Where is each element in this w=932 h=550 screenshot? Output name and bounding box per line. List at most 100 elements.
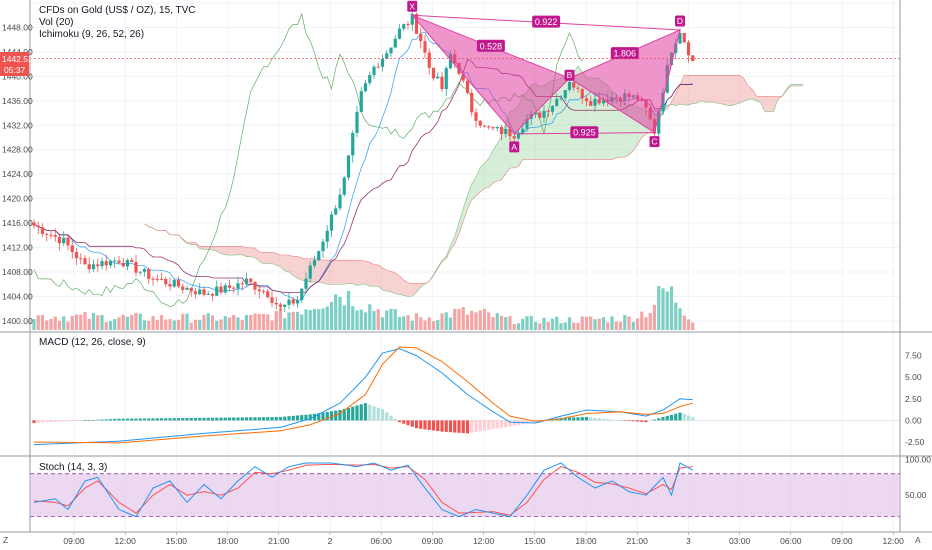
kumo-cloud-segment: [624, 103, 629, 158]
candle-body: [444, 68, 448, 90]
macd-histogram-bar: [414, 420, 419, 429]
kumo-cloud-segment: [586, 77, 591, 160]
ratio-xab-box: [476, 39, 505, 52]
candle-body: [66, 237, 70, 246]
candle-body: [661, 92, 665, 112]
candle-body: [461, 73, 465, 81]
macd-histogram-bar: [142, 418, 147, 421]
candle-body: [185, 287, 189, 290]
volume-bar: [74, 314, 79, 330]
kumo-cloud-segment: [794, 84, 799, 86]
legend-symbol: CFDs on Gold (US$ / OZ), 15, TVC: [39, 5, 196, 16]
volume-bar: [665, 291, 669, 330]
kumo-cloud-segment: [378, 264, 383, 291]
volume-bar: [185, 313, 189, 330]
kumo-cloud-segment: [357, 260, 362, 286]
candle-body: [550, 106, 555, 112]
volume-bar: [189, 322, 193, 330]
candle-body: [482, 125, 487, 127]
macd-histogram-bar: [283, 416, 287, 421]
time-tick-label: 18:00: [575, 536, 597, 546]
candle-body: [287, 299, 291, 305]
candle-body: [359, 91, 363, 112]
macd-histogram-bar: [623, 420, 627, 422]
ratio-abc-box: [570, 126, 599, 139]
volume-bar: [461, 307, 465, 330]
macd-histogram-bar: [427, 420, 431, 430]
volume-bar: [351, 306, 355, 330]
macd-histogram-bar: [385, 412, 389, 421]
macd-histogram-bar: [584, 416, 589, 421]
volume-bar: [533, 321, 538, 330]
time-axis[interactable]: 09:00 12:00 15:00 18:00 21:00 2 06:00 09:00 12:0…: [63, 532, 904, 546]
macd-histogram-bar: [193, 417, 198, 421]
volume-bar: [223, 316, 227, 330]
macd-histogram-bar: [138, 418, 142, 421]
kumo-cloud-segment: [293, 256, 298, 279]
macd-histogram-bar: [499, 420, 504, 428]
kumo-cloud-segment: [488, 150, 493, 188]
kumo-cloud-segment: [340, 260, 345, 285]
volume-bar: [147, 320, 151, 330]
harmonic-pattern[interactable]: 0.528 0.922 1.806 0.925 X A B C D: [407, 0, 685, 153]
macd-histogram-bar: [312, 413, 317, 421]
macd-histogram-bar: [610, 419, 614, 421]
candle-body: [397, 28, 402, 39]
candle-body: [278, 304, 283, 307]
volume-bar: [410, 320, 414, 330]
volume-bar: [87, 318, 91, 330]
kumo-cloud-segment: [467, 183, 472, 210]
kumo-cloud-segment: [752, 89, 757, 101]
macd-histogram-bar: [325, 411, 329, 421]
kumo-cloud-segment: [191, 242, 196, 245]
macd-histogram-bar: [444, 420, 448, 432]
price-tick-label: 1436.00: [2, 96, 33, 106]
volume-bar: [491, 317, 495, 330]
macd-tick-label: 2.50: [905, 394, 922, 404]
volume-bar: [436, 320, 440, 330]
macd-histogram-bar: [593, 417, 597, 421]
volume-bar: [215, 320, 219, 330]
price-tick-label: 1400.00: [2, 316, 33, 326]
kumo-cloud-segment: [612, 91, 617, 160]
volume-bar: [593, 319, 597, 330]
candle-body: [402, 24, 406, 29]
candle-body: [572, 82, 576, 88]
volume-bar: [635, 318, 640, 330]
volume-bar: [614, 321, 618, 330]
candle-body: [172, 279, 176, 287]
volume-bar: [576, 322, 580, 330]
kumo-cloud-segment: [450, 236, 455, 251]
candle-body: [215, 286, 219, 296]
kumo-cloud-segment: [225, 246, 230, 256]
pattern-point-a-box: [509, 141, 520, 153]
volume-bar: [334, 294, 338, 330]
auto-scale-button[interactable]: A: [915, 535, 921, 545]
macd-histogram-bar: [389, 415, 393, 421]
price-axis[interactable]: 1448.00 1444.00 1440.00 1436.00 1432.00 1428.…: [2, 23, 33, 326]
kumo-cloud-segment: [386, 270, 391, 292]
volume-bar: [130, 314, 134, 330]
macd-histogram-bar: [674, 413, 678, 421]
candle-body: [291, 299, 295, 304]
macd-histogram-bar: [691, 416, 695, 421]
candle-body: [368, 75, 372, 84]
timezone-button[interactable]: Z: [3, 535, 8, 545]
stoch-tick-label: 50.00: [905, 490, 927, 500]
volume-bar: [559, 323, 563, 330]
volume-bar: [155, 319, 159, 330]
candle-body: [470, 92, 474, 113]
volume-bar: [287, 312, 291, 330]
candle-body: [321, 241, 325, 252]
macd-histogram-bar: [682, 414, 686, 421]
kumo-cloud-segment: [352, 260, 357, 286]
volume-bar: [257, 313, 261, 330]
candle-body: [678, 33, 682, 44]
volume-bar: [669, 286, 674, 330]
macd-histogram-bar: [266, 417, 270, 421]
kumo-cloud-segment: [327, 260, 332, 285]
candle-body: [104, 261, 108, 266]
volume-bar: [453, 308, 457, 330]
volume-bar: [580, 316, 584, 330]
